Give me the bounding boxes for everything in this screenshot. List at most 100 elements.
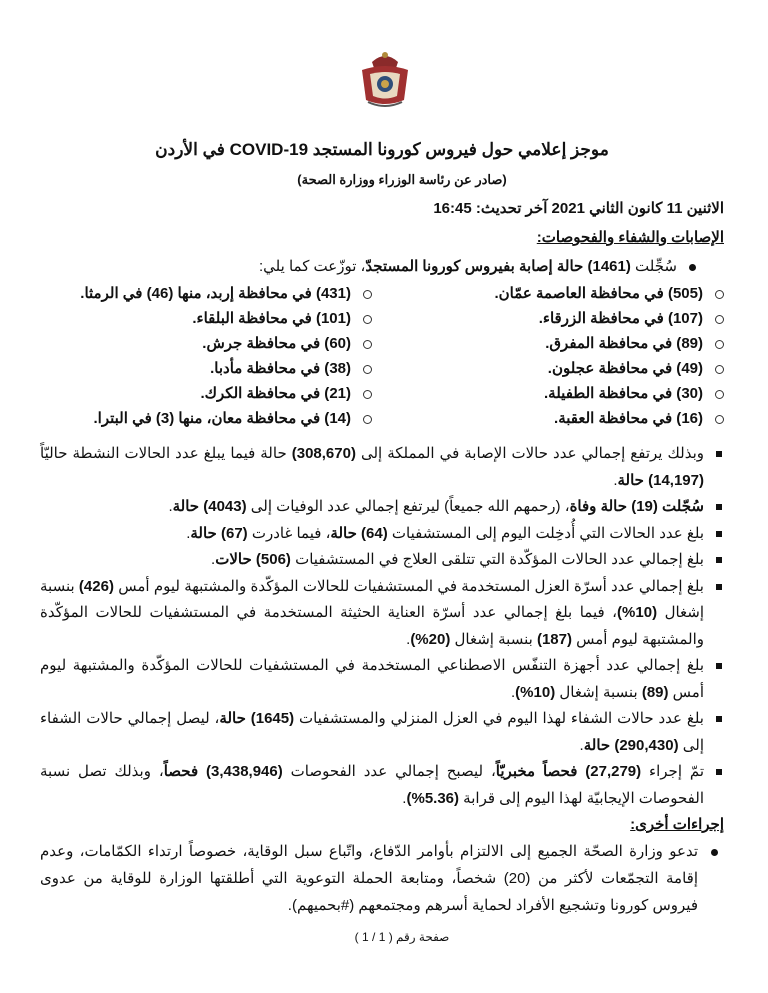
bold-text: (4043) حالة <box>172 498 247 515</box>
stat-bullet: بلغ إجمالي عدد الحالات المؤكّدة التي تتل… <box>40 547 724 574</box>
stat-bullet: بلغ إجمالي عدد أسرّة العزل المستخدمة في … <box>40 574 724 654</box>
bold-text: (308,670) <box>291 445 356 462</box>
bold-text: (10%) <box>617 604 658 621</box>
bold-text: سُجّلت (19) حالة وفاة <box>569 498 704 515</box>
text: بلغ إجمالي عدد أجهزة التنفّس الاصطناعي ا… <box>40 657 704 701</box>
district-item: (21) في محافظة الكرك. <box>40 381 372 406</box>
district-row: (16) في محافظة العقبة. (14) في محافظة معا… <box>40 406 724 431</box>
bold-text: (1461) حالة إصابة بفيروس كورونا المستجدّ <box>365 258 631 275</box>
circle-bullet-icon <box>363 364 372 374</box>
circle-bullet-icon <box>363 389 372 399</box>
district-list: (505) في محافظة العاصمة عمّان. (431) في م… <box>40 281 724 431</box>
bold-text: (14,197) حالة <box>617 471 704 489</box>
circle-bullet-icon <box>715 339 724 349</box>
update-date: الاثنين 11 كانون الثاني 2021 آخر تحديث: … <box>433 200 724 217</box>
text: . <box>402 789 407 807</box>
other-measures-text: تدعو وزارة الصحّة الجميع إلى الالتزام بأ… <box>40 843 699 914</box>
bold-text: (290,430) حالة <box>583 736 679 754</box>
text: بلغ عدد الحالات التي أُدخِلت اليوم إلى ا… <box>387 524 704 542</box>
stat-bullet: تمّ إجراء (27,279) فحصاً مخبريّاً، ليصبح… <box>40 759 724 812</box>
text: . <box>613 471 618 489</box>
bold-text: (64) حالة <box>330 524 388 542</box>
district-item: (101) في محافظة البلقاء. <box>40 306 372 331</box>
stats-list: وبذلك يرتفع إجمالي عدد حالات الإصابة في … <box>40 441 724 812</box>
district-item: (431) في محافظة إربد، منها (46) في الرمث… <box>40 281 372 306</box>
district-item: (16) في محافظة العقبة. <box>372 406 724 431</box>
district-row: (107) في محافظة الزرقاء. (101) في محافظة … <box>40 306 724 331</box>
bold-text: (1645) حالة <box>219 710 295 727</box>
district-text: (30) في محافظة الطفيلة. <box>544 385 703 402</box>
text: . <box>511 683 516 701</box>
district-text: (16) في محافظة العقبة. <box>554 410 703 427</box>
stat-bullet: بلغ عدد حالات الشفاء لهذا اليوم في العزل… <box>40 706 724 759</box>
text: . <box>406 630 411 648</box>
text: ، ليصبح إجمالي عدد الفحوصات <box>282 763 496 780</box>
district-item: (38) في محافظة مأدبا. <box>40 356 372 381</box>
page-number: صفحة رقم ( 1 / 1 ) <box>354 930 450 944</box>
text: ، توزّعت كما يلي: <box>259 258 366 275</box>
bold-text: (426) <box>78 577 114 595</box>
circle-bullet-icon <box>363 314 372 324</box>
circle-bullet-icon <box>715 389 724 399</box>
district-row: (89) في محافظة المفرق. (60) في محافظة جرش… <box>40 331 724 356</box>
stat-bullet: بلغ عدد الحالات التي أُدخِلت اليوم إلى ا… <box>40 521 724 548</box>
text: وبذلك يرتفع إجمالي عدد حالات الإصابة في … <box>355 445 704 462</box>
text: بلغ عدد حالات الشفاء لهذا اليوم في العزل… <box>294 710 704 727</box>
bold-text: (3,438,946) فحصاً <box>163 763 283 780</box>
jordan-crest-logo <box>362 52 408 107</box>
district-text: (89) في محافظة المفرق. <box>545 335 703 352</box>
district-text: (21) في محافظة الكرك. <box>200 385 352 402</box>
district-item: (60) في محافظة جرش. <box>40 331 372 356</box>
other-measures-bullet: تدعو وزارة الصحّة الجميع إلى الالتزام بأ… <box>40 838 724 919</box>
bold-text: (506) حالات <box>215 551 291 568</box>
district-text: (505) في محافظة العاصمة عمّان. <box>494 285 703 302</box>
bold-text: (5.36%) <box>406 789 460 807</box>
first-bullet: سُجِّلت (1461) حالة إصابة بفيروس كورونا … <box>40 253 696 280</box>
text: . <box>211 551 216 568</box>
district-text: (38) في محافظة مأدبا. <box>210 360 351 377</box>
text: ، وبذلك تصل نسبة الفحوصات الإيجابيّة لهذ… <box>40 763 704 807</box>
stat-bullet: بلغ إجمالي عدد أجهزة التنفّس الاصطناعي ا… <box>40 653 724 706</box>
district-text: (49) في محافظة عجلون. <box>547 360 703 377</box>
text: بلغ إجمالي عدد أسرّة العزل المستخدمة في … <box>113 577 704 595</box>
page-title: موجز إعلامي حول فيروس كورونا المستجد COV… <box>155 140 609 159</box>
stat-bullet: سُجّلت (19) حالة وفاة، (رحمهم الله جميعا… <box>40 494 724 521</box>
text: تمّ إجراء <box>641 763 705 780</box>
district-row: (49) في محافظة عجلون. (38) في محافظة مأدب… <box>40 356 724 381</box>
circle-bullet-icon <box>715 364 724 374</box>
bullet-icon <box>711 849 718 856</box>
district-item: (14) في محافظة معان، منها (3) في البترا. <box>40 406 372 431</box>
district-text: (101) في محافظة البلقاء. <box>192 310 351 327</box>
text: ، (رحمهم الله جميعاً) ليرتفع إجمالي عدد … <box>246 498 570 515</box>
stat-bullet: وبذلك يرتفع إجمالي عدد حالات الإصابة في … <box>40 441 724 494</box>
document-page: موجز إعلامي حول فيروس كورونا المستجد COV… <box>40 0 724 965</box>
bold-text: (27,279) فحصاً مخبريّاً <box>495 763 642 780</box>
circle-bullet-icon <box>715 414 724 424</box>
circle-bullet-icon <box>715 289 724 299</box>
text: ، فيما بلغ إجمالي عدد أسرّة العناية الحث… <box>40 604 704 648</box>
bullet-icon <box>689 263 696 271</box>
district-text: (60) في محافظة جرش. <box>202 335 351 352</box>
bold-text: (187) <box>536 630 572 648</box>
district-item: (30) في محافظة الطفيلة. <box>372 381 724 406</box>
district-row: (505) في محافظة العاصمة عمّان. (431) في م… <box>40 281 724 306</box>
circle-bullet-icon <box>715 314 724 324</box>
text: بنسبة إشغال <box>40 577 705 622</box>
district-text: (107) في محافظة الزرقاء. <box>538 310 703 327</box>
text: ، ليصل إجمالي حالات الشفاء إلى <box>40 710 704 754</box>
circle-bullet-icon <box>363 339 372 349</box>
district-text: (431) في محافظة إربد، منها (46) في الرمث… <box>80 285 351 302</box>
district-item: (505) في محافظة العاصمة عمّان. <box>372 281 724 306</box>
district-item: (49) في محافظة عجلون. <box>372 356 724 381</box>
text: بلغ إجمالي عدد الحالات المؤكّدة التي تتل… <box>290 551 704 568</box>
text: . <box>579 736 584 754</box>
text: ، فيما غادرت <box>247 524 331 542</box>
text: . <box>186 524 191 542</box>
page-subtitle: (صادر عن رئاسة الوزراء ووزارة الصحة) <box>297 172 507 187</box>
text: حالة فيما يبلغ عدد الحالات النشطة حاليّا… <box>40 445 292 462</box>
bold-text: (20%) <box>410 630 451 648</box>
circle-bullet-icon <box>363 289 372 299</box>
section-heading-other: إجراءات أخرى: <box>630 816 724 833</box>
district-row: (30) في محافظة الطفيلة. (21) في محافظة ال… <box>40 381 724 406</box>
section-heading-cases: الإصابات والشفاء والفحوصات: <box>536 229 724 246</box>
